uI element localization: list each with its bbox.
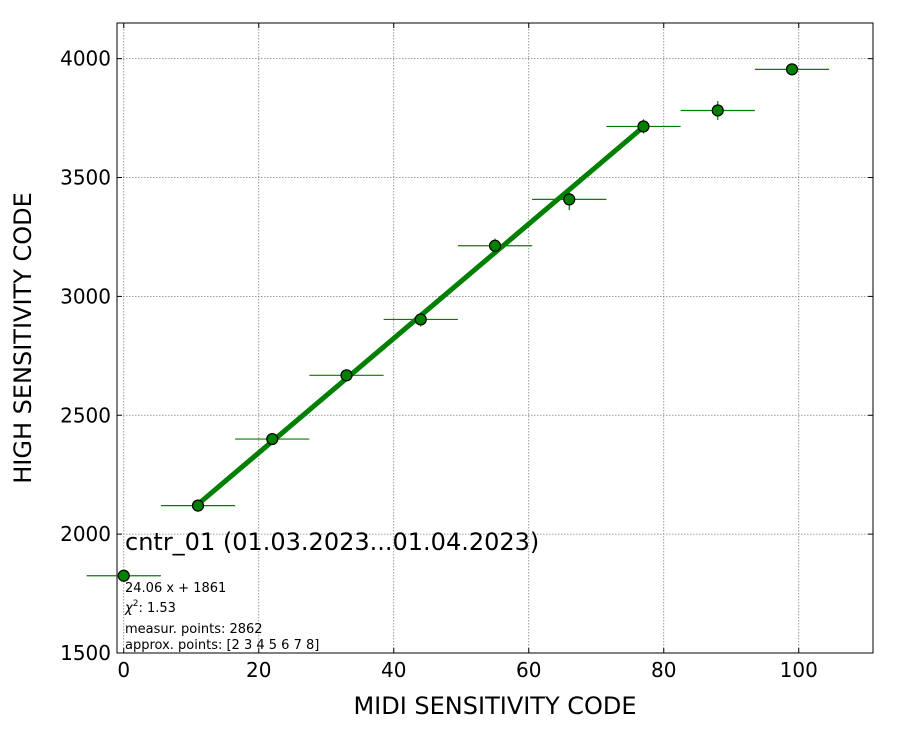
data-points [117,63,799,582]
chi-value: : 1.53 [138,601,175,616]
y-axis-tick-labels: 1500 2000 2500 3000 3500 4000 [60,47,111,665]
y-tick-label: 4000 [60,47,111,71]
axis-ticks [117,23,873,654]
data-point [711,104,724,117]
plot-area [116,22,874,654]
chi-symbol: χ [124,601,134,616]
data-point [563,193,576,206]
data-point [785,63,799,76]
chi-exponent: 2 [133,599,139,609]
y-axis-label: HIGH SENSITIVITY CODE [9,192,37,484]
y-tick-label: 1500 [60,641,111,665]
approx-points: approx. points: [2 3 4 5 6 7 8] [125,638,319,653]
x-axis-label: MIDI SENSITIVITY CODE [353,692,636,720]
chi-square: χ2: 1.53 [124,599,176,616]
y-tick-label: 2500 [60,403,111,427]
measur-points: measur. points: 2862 [125,622,263,637]
x-axis-tick-labels: 0 20 40 60 80 100 [117,658,817,682]
data-point [266,432,279,446]
chart-title: cntr_01 (01.03.2023...01.04.2023) [125,528,539,556]
data-point [637,120,650,133]
fit-equation: 24.06 x + 1861 [125,581,226,596]
x-tick-label: 60 [516,658,541,682]
data-point [117,569,130,582]
data-point [191,499,205,512]
x-tick-label: 0 [117,658,130,682]
y-tick-label: 3000 [60,284,111,308]
error-bars [86,65,830,577]
y-tick-label: 2000 [60,522,111,546]
y-tick-label: 3500 [60,166,111,190]
x-tick-label: 80 [651,658,676,682]
data-point [414,313,427,326]
x-tick-label: 20 [246,658,271,682]
data-point [488,239,502,252]
x-tick-label: 100 [780,658,818,682]
data-point [340,369,353,382]
grid [117,23,873,654]
x-tick-label: 40 [381,658,406,682]
